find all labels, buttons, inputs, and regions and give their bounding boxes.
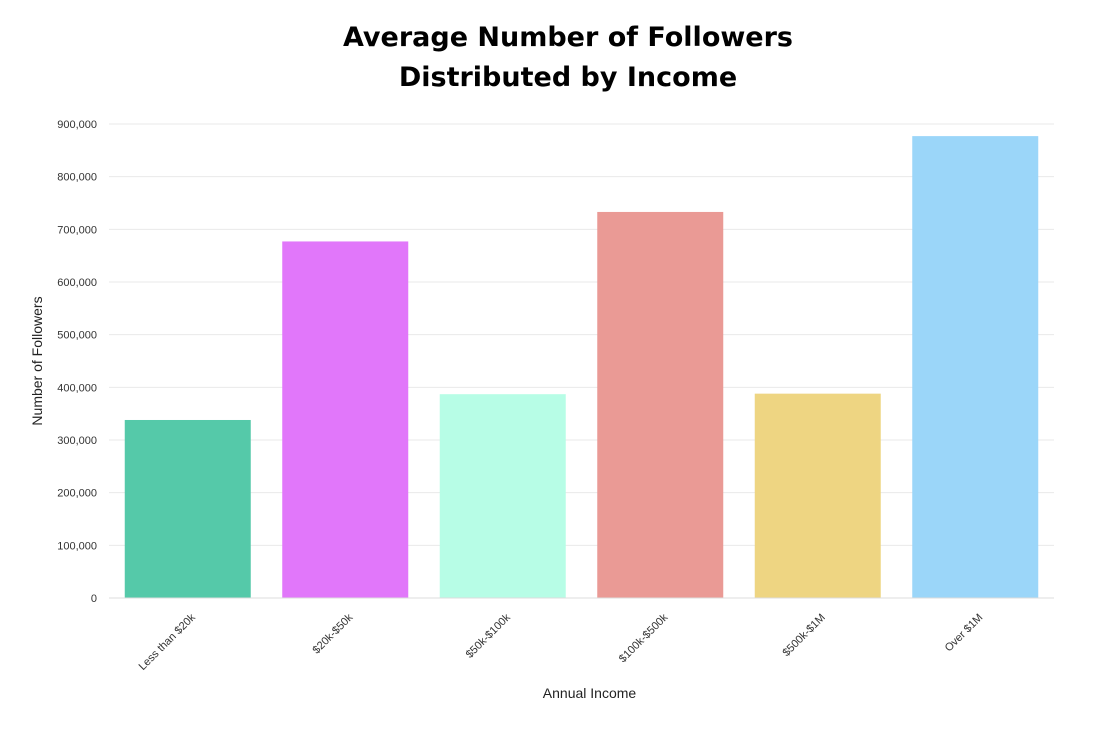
bar bbox=[912, 136, 1039, 598]
y-tick-label: 200,000 bbox=[57, 488, 97, 500]
x-tick-label: $500k-$1M bbox=[780, 612, 827, 659]
bar bbox=[282, 241, 409, 599]
y-tick-label: 300,000 bbox=[57, 435, 97, 447]
x-axis-title: Annual Income bbox=[543, 685, 637, 701]
bar bbox=[439, 394, 566, 598]
y-tick-label: 900,000 bbox=[57, 119, 97, 131]
x-axis-ticks: Less than $20k $20k-$50k $50k-$100k $100k-$… bbox=[137, 611, 986, 673]
x-tick-label: Over $1M bbox=[943, 612, 986, 655]
x-tick-label: Less than $20k bbox=[137, 611, 199, 673]
x-tick-label: $20k-$50k bbox=[311, 611, 356, 656]
gridlines bbox=[109, 123, 1054, 546]
chart-title-line-1: Average Number of Followers bbox=[343, 22, 793, 53]
chart-title: Average Number of Followers Distributed … bbox=[343, 22, 793, 93]
y-tick-label: 800,000 bbox=[57, 172, 97, 184]
y-tick-label: 400,000 bbox=[57, 382, 97, 394]
bar bbox=[754, 393, 881, 598]
y-tick-label: 700,000 bbox=[57, 224, 97, 236]
y-tick-label: 0 bbox=[91, 593, 97, 605]
y-tick-label: 600,000 bbox=[57, 277, 97, 289]
y-axis-title: Number of Followers bbox=[29, 296, 45, 425]
y-axis-ticks: 0 100,000 200,000 300,000 400,000 500,000 600,… bbox=[57, 119, 97, 605]
y-tick-label: 100,000 bbox=[57, 540, 97, 552]
y-tick-label: 500,000 bbox=[57, 330, 97, 342]
x-tick-label: $50k-$100k bbox=[464, 611, 513, 660]
bar bbox=[597, 211, 724, 598]
bar bbox=[124, 419, 251, 598]
bars bbox=[124, 136, 1039, 599]
x-tick-label: $100k-$500k bbox=[617, 611, 671, 665]
chart-title-line-2: Distributed by Income bbox=[399, 62, 737, 93]
